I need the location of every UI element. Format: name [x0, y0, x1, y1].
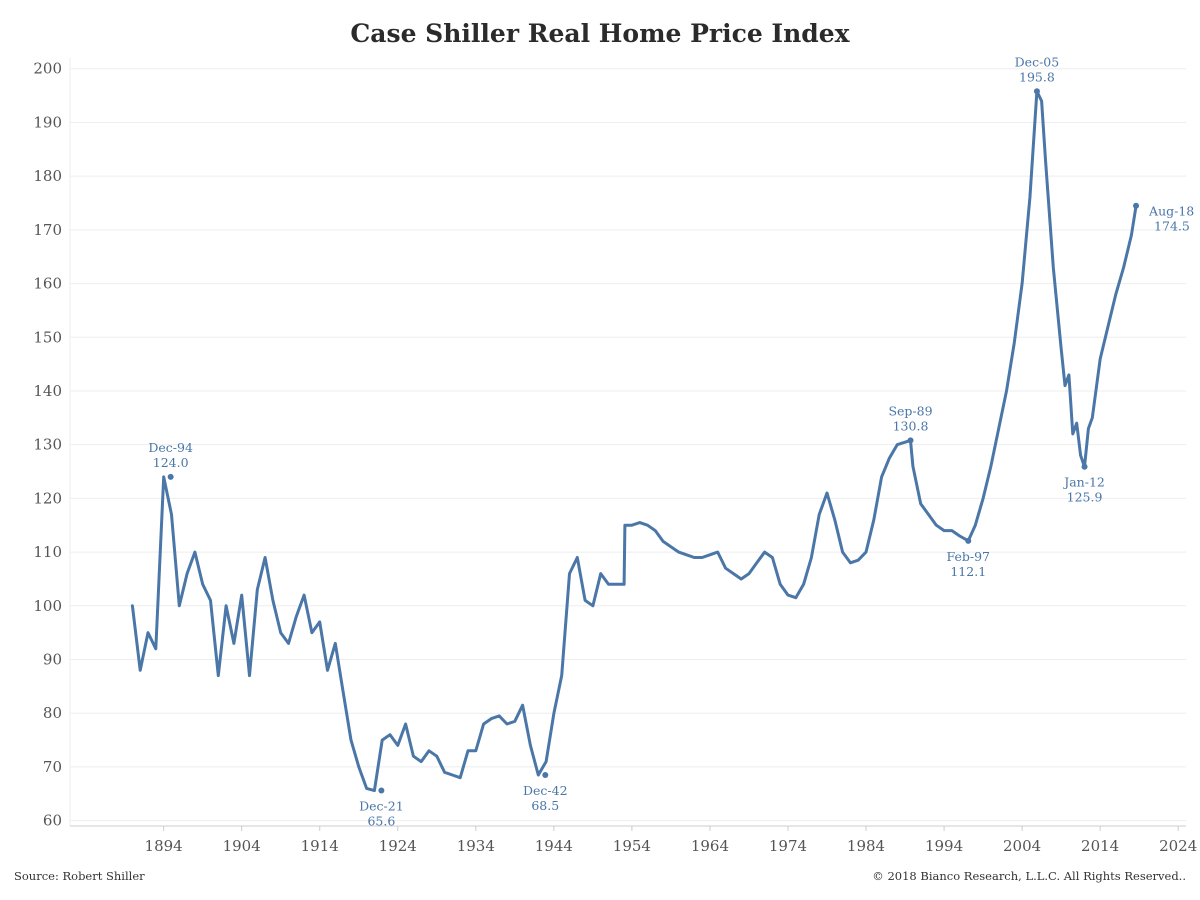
x-tick-label: 1904 — [223, 837, 261, 855]
annotation-value: 125.9 — [1067, 490, 1103, 505]
y-tick-label: 130 — [33, 436, 62, 454]
annotation-point — [167, 473, 174, 480]
series-group — [130, 89, 1138, 793]
annotation-value: 65.6 — [367, 814, 395, 829]
y-tick-label: 110 — [33, 543, 62, 561]
annotation-point — [1133, 202, 1140, 209]
y-tick-label: 60 — [43, 812, 62, 830]
x-tick-label: 1934 — [457, 837, 495, 855]
y-tick-label: 200 — [33, 60, 62, 78]
annotation-point — [965, 537, 972, 544]
x-tick-label: 1964 — [691, 837, 729, 855]
y-tick-label: 160 — [33, 275, 62, 293]
annotation-value: 174.5 — [1154, 219, 1190, 234]
x-tick-label: 1994 — [925, 837, 963, 855]
annotation-point — [1033, 88, 1040, 95]
annotation-date: Aug-18 — [1148, 204, 1194, 219]
y-tick-label: 190 — [33, 113, 62, 131]
annotation-point — [1081, 463, 1088, 470]
annotation-point — [542, 771, 549, 778]
annotation-value: 112.1 — [950, 564, 986, 579]
annotation-value: 68.5 — [531, 798, 559, 813]
x-tick-label: 1894 — [145, 837, 183, 855]
y-tick-label: 180 — [33, 167, 62, 185]
y-tick-label: 70 — [43, 758, 62, 776]
grid — [70, 68, 1186, 822]
x-tick-label: 2004 — [1003, 837, 1041, 855]
annotation-date: Dec-94 — [148, 440, 193, 455]
y-tick-label: 100 — [33, 597, 62, 615]
x-tick-label: 1974 — [769, 837, 807, 855]
annotation-value: 124.0 — [153, 455, 189, 470]
annotation-date: Dec-21 — [359, 799, 404, 814]
y-tick-label: 80 — [43, 704, 62, 722]
series-line — [130, 89, 1138, 793]
x-tick-label: 2024 — [1159, 837, 1197, 855]
y-tick-label: 170 — [33, 221, 62, 239]
x-tick-label: 2014 — [1081, 837, 1119, 855]
y-tick-label: 140 — [33, 382, 62, 400]
annotation-value: 195.8 — [1019, 69, 1055, 84]
annotation-date: Dec-42 — [523, 783, 568, 798]
x-tick-label: 1924 — [379, 837, 417, 855]
y-tick-label: 90 — [43, 651, 62, 669]
source-note: Source: Robert Shiller — [14, 869, 145, 883]
annotation-point — [907, 437, 914, 444]
annotation-date: Feb-97 — [946, 549, 990, 564]
x-tick-label: 1914 — [301, 837, 339, 855]
annotation-value: 130.8 — [893, 418, 929, 433]
annotation-date: Jan-12 — [1062, 475, 1105, 490]
annotation-point — [378, 787, 385, 794]
annotation-date: Sep-89 — [888, 403, 932, 418]
axes: 60 70 80 90 100 110 120 130 140 150 160 170 180 190 20… — [33, 58, 1197, 855]
x-tick-label: 1944 — [535, 837, 573, 855]
annotation-date: Dec-05 — [1015, 54, 1060, 69]
y-tick-label: 150 — [33, 328, 62, 346]
chart-title: Case Shiller Real Home Price Index — [350, 19, 850, 48]
x-tick-label: 1954 — [613, 837, 651, 855]
x-tick-label: 1984 — [847, 837, 885, 855]
y-tick-label: 120 — [33, 489, 62, 507]
copyright-note: © 2018 Bianco Research, L.L.C. All Right… — [872, 869, 1186, 883]
